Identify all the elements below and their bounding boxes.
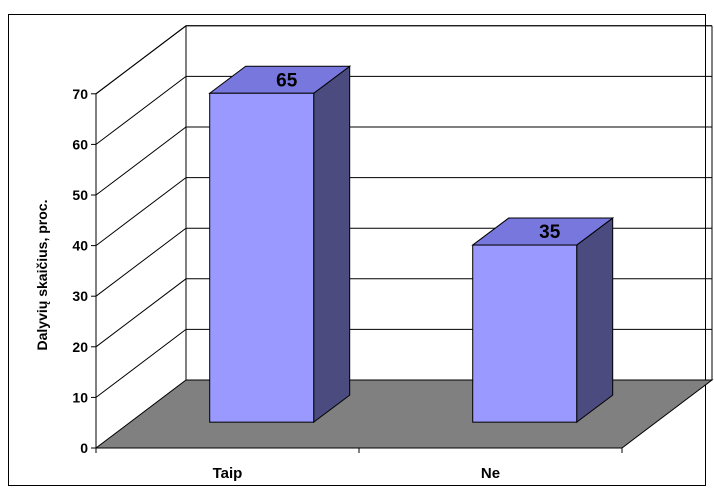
y-tick-label: 0 xyxy=(80,440,88,456)
data-label: 65 xyxy=(276,70,298,91)
data-labels: 65 35 xyxy=(276,70,561,243)
y-tick-label: 20 xyxy=(72,339,88,355)
bar-ne xyxy=(471,217,615,424)
chart-floor xyxy=(94,379,714,449)
bar-front-face xyxy=(209,92,315,423)
gridline xyxy=(95,177,712,246)
left-wall-edge xyxy=(95,25,187,448)
gridline xyxy=(95,278,712,348)
x-category-label: Taip xyxy=(213,465,243,482)
data-label: 35 xyxy=(539,222,561,243)
gridline xyxy=(95,25,712,95)
x-axis-labels: Taip Ne xyxy=(213,465,500,482)
gridline xyxy=(95,126,712,196)
gridline xyxy=(95,75,712,145)
y-axis-title: Dalyvių skaičius, proc. xyxy=(34,200,50,351)
bar-side-face xyxy=(576,217,614,424)
gridline xyxy=(95,227,712,297)
gridlines xyxy=(95,25,712,398)
bar-taip xyxy=(208,65,352,424)
bars xyxy=(208,65,615,424)
axes xyxy=(95,93,623,453)
y-tick-label: 50 xyxy=(72,187,88,203)
x-category-label: Ne xyxy=(481,465,500,482)
bar-side-face xyxy=(313,65,351,424)
y-tick-label: 30 xyxy=(72,288,88,304)
bar-front-face xyxy=(472,244,578,423)
y-tick-label: 10 xyxy=(72,389,88,405)
y-axis-ticks: 0 10 20 30 40 50 60 70 xyxy=(72,86,96,456)
y-tick-label: 70 xyxy=(72,86,88,102)
y-tick-label: 60 xyxy=(72,136,88,152)
y-tick-label: 40 xyxy=(72,238,88,254)
